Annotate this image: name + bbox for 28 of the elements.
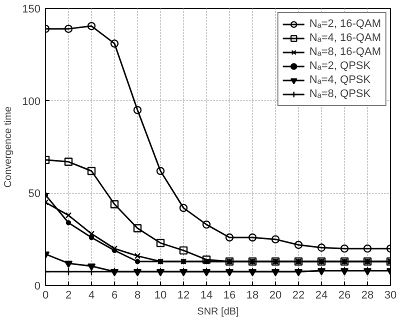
legend-label: Nₐ=8, QPSK — [309, 87, 371, 101]
x-tick-label: 28 — [361, 290, 374, 302]
x-tick-label: 26 — [338, 290, 351, 302]
x-tick-label: 2 — [65, 290, 72, 302]
x-tick-label: 12 — [177, 290, 190, 302]
x-tick-label: 10 — [154, 290, 167, 302]
x-tick-label: 4 — [88, 290, 95, 302]
legend-label: Nₐ=4, QPSK — [309, 73, 371, 87]
x-tick-label: 20 — [269, 290, 282, 302]
x-tick-label: 16 — [223, 290, 236, 302]
legend-label: Nₐ=2, QPSK — [309, 59, 371, 73]
x-tick-label: 24 — [315, 290, 328, 302]
x-tick-label: 14 — [200, 290, 213, 302]
x-tick-label: 8 — [134, 290, 141, 302]
y-tick-label: 150 — [22, 4, 41, 16]
y-tick-label: 50 — [28, 188, 41, 200]
x-tick-label: 22 — [292, 290, 305, 302]
legend-label: Nₐ=4, 16-QAM — [309, 31, 381, 45]
y-tick-label: 0 — [34, 280, 41, 292]
legend-label: Nₐ=8, 16-QAM — [309, 45, 381, 59]
y-axis-title: Convergence time — [3, 106, 14, 188]
x-tick-label: 30 — [384, 290, 397, 302]
x-tick-label: 0 — [42, 290, 49, 302]
x-tick-label: 18 — [246, 290, 259, 302]
legend-label: Nₐ=2, 16-QAM — [309, 17, 381, 31]
x-axis-title: SNR [dB] — [197, 306, 240, 318]
y-tick-label: 100 — [22, 96, 41, 108]
x-tick-label: 6 — [111, 290, 118, 302]
